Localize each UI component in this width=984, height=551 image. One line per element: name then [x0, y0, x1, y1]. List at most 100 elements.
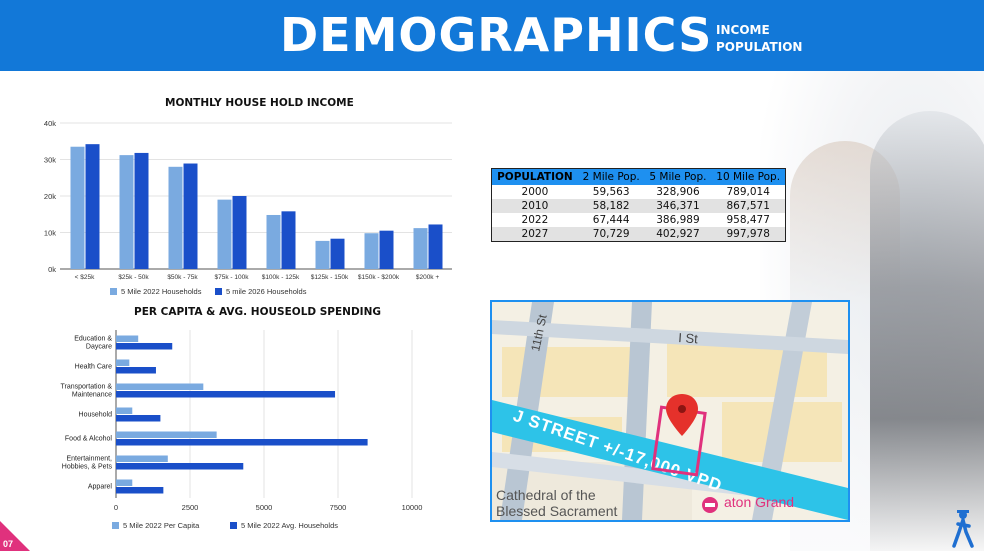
header-banner: DEMOGRAPHICS INCOME POPULATION — [0, 0, 984, 71]
table-cell: 70,729 — [577, 227, 645, 242]
population-table-body: 2000 59,563 328,906 789,014 2010 58,182 346,37… — [491, 185, 786, 242]
table-cell: 59,563 — [577, 185, 645, 199]
bar-2026 — [85, 144, 100, 269]
bar-avg-household — [116, 487, 164, 494]
y-tick-label: 20k — [44, 192, 56, 201]
legend-label: 5 Mile 2022 Per Capita — [123, 521, 200, 530]
bar-per-capita — [116, 335, 139, 342]
bar-per-capita — [116, 359, 130, 366]
y-tick-label: Household — [79, 412, 113, 419]
legend-swatch — [112, 522, 119, 529]
y-tick-label: Apparel — [88, 484, 113, 491]
y-tick-label: Education & — [74, 336, 112, 343]
bar-2022 — [70, 146, 85, 269]
table-header-cell: 2 Mile Pop. — [577, 168, 645, 185]
bar-2026 — [330, 238, 345, 269]
bar-per-capita — [116, 383, 204, 390]
table-cell: 2027 — [491, 227, 578, 242]
table-cell: 328,906 — [644, 185, 712, 199]
bar-2026 — [379, 230, 394, 269]
table-cell: 386,989 — [644, 213, 712, 227]
table-cell: 346,371 — [644, 199, 712, 213]
x-tick-label: $150k - $200k — [358, 274, 400, 281]
bar-2022 — [315, 240, 330, 269]
y-tick-label: 10k — [44, 229, 56, 238]
bar-avg-household — [116, 367, 156, 374]
bar-per-capita — [116, 431, 217, 438]
bar-2026 — [232, 196, 247, 269]
bar-2026 — [428, 224, 443, 269]
table-cell: 2010 — [491, 199, 578, 213]
walking-person-logo-icon — [952, 510, 974, 548]
poi-cathedral-line2: Blessed Sacrament — [496, 503, 618, 519]
legend-swatch — [110, 288, 117, 295]
table-header-cell: 10 Mile Pop. — [711, 168, 786, 185]
income-chart-title: MONTHLY HOUSE HOLD INCOME — [165, 97, 354, 109]
y-tick-label: Maintenance — [72, 392, 112, 399]
y-tick-label: Hobbies, & Pets — [62, 464, 113, 471]
poi-cathedral-line1: Cathedral of the — [496, 487, 596, 503]
x-tick-label: $50k - 75k — [167, 274, 198, 281]
groom-figure — [870, 111, 984, 551]
table-cell: 402,927 — [644, 227, 712, 242]
x-tick-label: 7500 — [330, 503, 347, 512]
population-table: POPULATION 2 Mile Pop. 5 Mile Pop. 10 Mile … — [491, 168, 786, 242]
y-tick-label: 30k — [44, 156, 56, 165]
table-cell: 997,978 — [711, 227, 786, 242]
y-tick-label: Entertainment, — [66, 456, 112, 463]
table-cell: 67,444 — [577, 213, 645, 227]
legend-label: 5 Mile 2022 Households — [121, 287, 202, 296]
x-tick-label: $125k - 150k — [311, 274, 349, 281]
table-cell: 789,014 — [711, 185, 786, 199]
y-tick-label: Food & Alcohol — [65, 436, 113, 443]
bar-2026 — [183, 163, 198, 269]
x-tick-label: 10000 — [402, 503, 423, 512]
x-tick-label: < $25k — [75, 274, 95, 281]
bar-2022 — [168, 166, 183, 269]
bar-2022 — [413, 228, 428, 269]
table-row: 2022 67,444 386,989 958,477 — [491, 213, 786, 227]
table-header-cell: POPULATION — [491, 168, 578, 185]
bar-2026 — [281, 211, 296, 269]
table-cell: 867,571 — [711, 199, 786, 213]
y-tick-label: Transportation & — [61, 384, 113, 391]
legend-swatch — [230, 522, 237, 529]
legend-label: 5 mile 2026 Households — [226, 287, 307, 296]
table-row: 2027 70,729 402,927 997,978 — [491, 227, 786, 242]
bar-2026 — [134, 152, 149, 269]
x-tick-label: $100k - 125k — [262, 274, 300, 281]
table-row: 2000 59,563 328,906 789,014 — [491, 185, 786, 199]
street-label-i: I St — [678, 330, 699, 346]
bar-per-capita — [116, 479, 133, 486]
bar-avg-household — [116, 439, 368, 446]
x-tick-label: 0 — [114, 503, 118, 512]
spending-chart-title: PER CAPITA & AVG. HOUSEOLD SPENDING — [134, 306, 381, 318]
page-number: 07 — [3, 539, 14, 549]
bar-avg-household — [116, 463, 244, 470]
bar-per-capita — [116, 455, 168, 462]
x-tick-label: 2500 — [182, 503, 199, 512]
table-cell: 2000 — [491, 185, 578, 199]
y-tick-label: Health Care — [75, 364, 112, 371]
bar-2022 — [266, 214, 281, 269]
x-tick-label: $25k - 50k — [118, 274, 149, 281]
population-table-header: POPULATION 2 Mile Pop. 5 Mile Pop. 10 Mile … — [491, 168, 786, 185]
legend-label: 5 Mile 2022 Avg. Households — [241, 521, 338, 530]
x-tick-label: 5000 — [256, 503, 273, 512]
spending-chart: 0 2500 5000 7500 10000 Education &Daycare Heal… — [61, 330, 423, 530]
income-chart: 0k 10k 20k 30k 40k < $25k $25k - 50k $50k - 75k… — [44, 119, 452, 296]
table-cell: 58,182 — [577, 199, 645, 213]
table-header-cell: 5 Mile Pop. — [644, 168, 712, 185]
map-pin-icon[interactable] — [666, 394, 698, 436]
hotel-icon — [702, 497, 718, 513]
y-tick-label: Daycare — [86, 344, 112, 351]
y-tick-label: 0k — [48, 265, 56, 274]
bar-per-capita — [116, 407, 133, 414]
table-row: 2010 58,182 346,371 867,571 — [491, 199, 786, 213]
location-map[interactable]: 11th St I St J STREET +/-17,000 VPD Cath… — [490, 300, 850, 522]
legend-swatch — [215, 288, 222, 295]
bar-2022 — [217, 199, 232, 269]
x-tick-label: $75k - 100k — [215, 274, 250, 281]
page-number-corner — [0, 521, 30, 551]
bar-avg-household — [116, 343, 173, 350]
